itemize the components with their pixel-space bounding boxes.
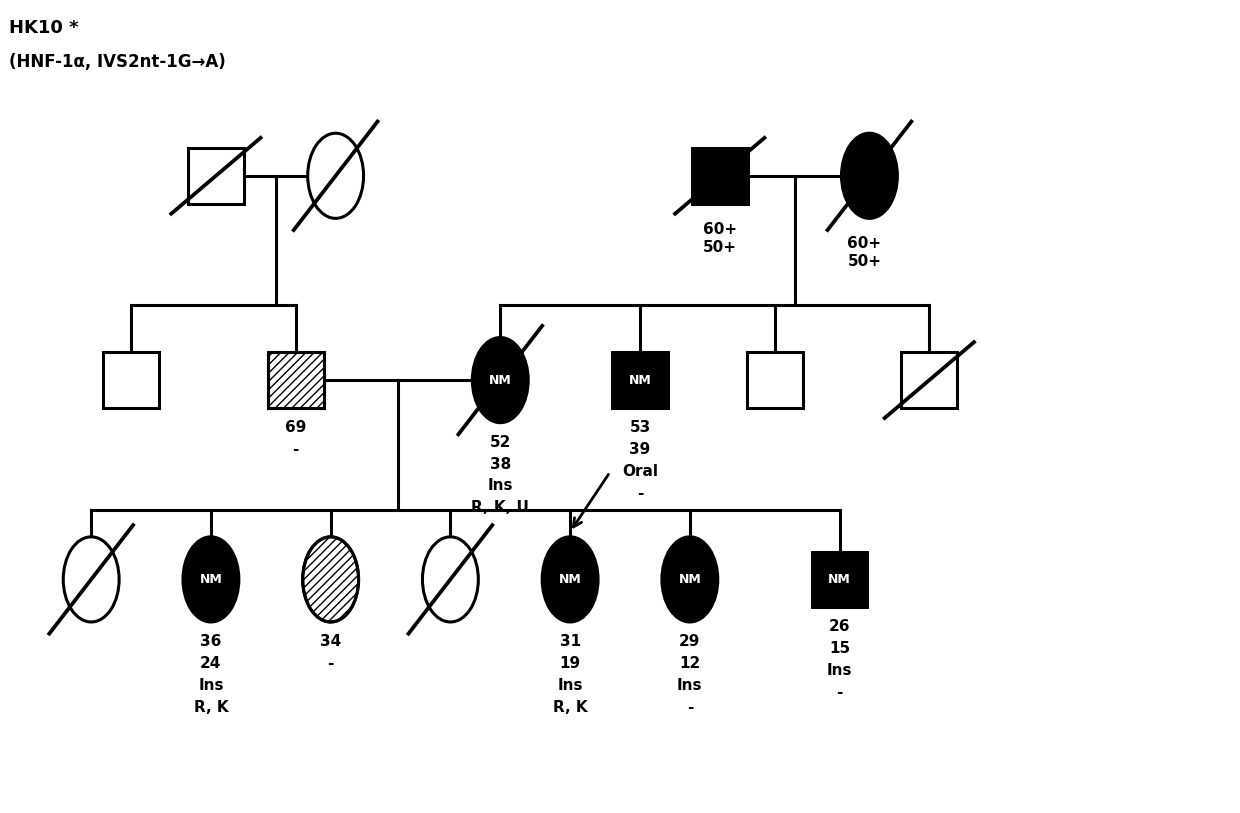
Text: R, K: R, K <box>193 700 228 715</box>
Text: 26: 26 <box>828 620 851 634</box>
Bar <box>188 148 244 204</box>
Text: 34: 34 <box>320 634 341 649</box>
Bar <box>746 352 802 408</box>
Text: 69: 69 <box>285 420 306 435</box>
Text: 29: 29 <box>680 634 701 649</box>
Text: R, K, U: R, K, U <box>471 500 529 515</box>
Ellipse shape <box>63 537 119 622</box>
Text: 50+: 50+ <box>847 254 882 269</box>
Ellipse shape <box>308 133 363 219</box>
Bar <box>613 352 668 408</box>
Text: 19: 19 <box>559 656 580 671</box>
Text: 60+: 60+ <box>703 222 737 237</box>
Text: -: - <box>293 442 299 457</box>
Text: -: - <box>327 656 334 671</box>
Bar <box>811 551 868 607</box>
Ellipse shape <box>842 133 898 219</box>
Text: 31: 31 <box>559 634 580 649</box>
Text: -: - <box>687 700 693 715</box>
Text: NM: NM <box>559 573 582 586</box>
Text: Ins: Ins <box>677 678 703 693</box>
Ellipse shape <box>542 537 598 622</box>
Text: 53: 53 <box>630 420 651 435</box>
Text: 39: 39 <box>630 442 651 457</box>
Text: Ins: Ins <box>827 663 852 678</box>
Text: R, K: R, K <box>553 700 588 715</box>
Text: Ins: Ins <box>198 678 223 693</box>
Text: NM: NM <box>678 573 701 586</box>
Text: 36: 36 <box>200 634 222 649</box>
Ellipse shape <box>472 337 528 423</box>
Bar <box>103 352 159 408</box>
Text: HK10 *: HK10 * <box>10 20 79 37</box>
Text: (HNF-1α, IVS2nt-1G→A): (HNF-1α, IVS2nt-1G→A) <box>10 53 226 72</box>
Ellipse shape <box>423 537 479 622</box>
Text: 12: 12 <box>680 656 701 671</box>
Text: Ins: Ins <box>557 678 583 693</box>
Text: 50+: 50+ <box>703 240 737 254</box>
Bar <box>268 352 324 408</box>
Text: NM: NM <box>200 573 222 586</box>
Text: Oral: Oral <box>622 463 658 479</box>
Text: 15: 15 <box>830 641 851 656</box>
Text: 38: 38 <box>490 457 511 472</box>
Bar <box>692 148 748 204</box>
Text: -: - <box>637 485 644 501</box>
Text: NM: NM <box>629 374 651 387</box>
Bar <box>268 352 324 408</box>
Text: 60+: 60+ <box>847 237 882 251</box>
Bar <box>901 352 957 408</box>
Ellipse shape <box>184 537 239 622</box>
Text: 52: 52 <box>490 435 511 450</box>
Text: NM: NM <box>828 573 851 586</box>
Ellipse shape <box>303 537 358 622</box>
Text: -: - <box>836 685 843 700</box>
Text: NM: NM <box>489 374 512 387</box>
Text: 24: 24 <box>200 656 222 671</box>
Ellipse shape <box>662 537 718 622</box>
Text: Ins: Ins <box>487 479 513 493</box>
